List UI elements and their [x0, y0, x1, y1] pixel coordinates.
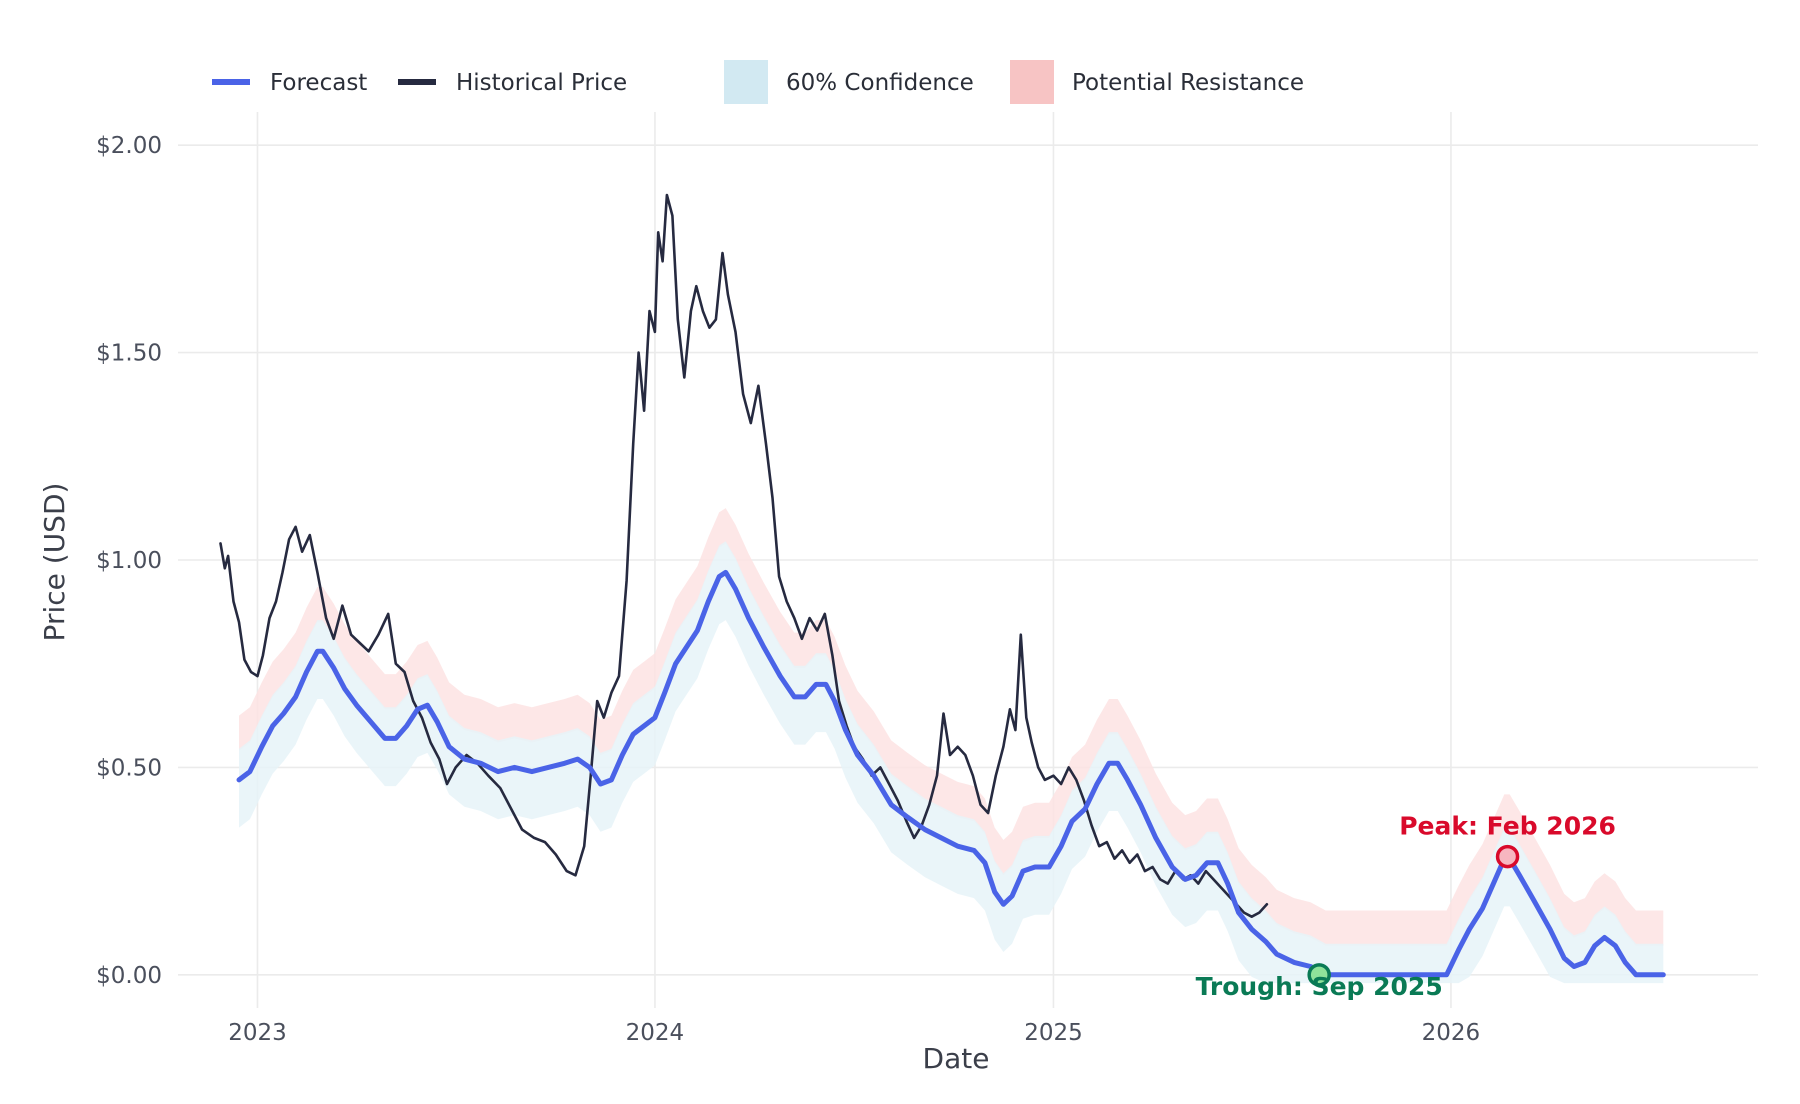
legend-label: Historical Price — [456, 70, 627, 96]
historical-line — [219, 193, 1269, 918]
y-tick-label: $0.50 — [96, 755, 162, 781]
legend: Forecast Historical Price 60% Confidence Po… — [212, 60, 1304, 104]
legend-label: 60% Confidence — [786, 70, 974, 96]
forecast-line — [236, 569, 1666, 978]
y-tick-label: $1.00 — [96, 548, 162, 574]
x-tick-label: 2024 — [626, 1020, 685, 1046]
x-tick-label: 2023 — [228, 1020, 287, 1046]
legend-label: Forecast — [270, 70, 367, 96]
y-axis-title: Price (USD) — [38, 483, 71, 642]
x-tick-label: 2025 — [1024, 1020, 1083, 1046]
bands — [239, 508, 1664, 984]
y-tick-label: $2.00 — [96, 133, 162, 159]
legend-swatch — [1010, 60, 1054, 104]
x-axis-title: Date — [923, 1042, 990, 1075]
axis-ticks: $0.00 $0.50 $1.00 $1.50 $2.00 2023 2024 2025 202… — [96, 133, 1480, 1046]
annotations: Peak: Feb 2026 Trough: Sep 2025 — [1196, 812, 1616, 1001]
trough-label: Trough: Sep 2025 — [1196, 972, 1443, 1001]
x-tick-label: 2026 — [1422, 1020, 1481, 1046]
trough-marker — [1307, 963, 1331, 987]
confidence-band — [239, 541, 1664, 984]
series — [219, 193, 1666, 978]
legend-swatch — [724, 60, 768, 104]
legend-label: Potential Resistance — [1072, 70, 1304, 96]
y-tick-label: $1.50 — [96, 341, 162, 367]
y-tick-label: $0.00 — [96, 963, 162, 989]
peak-marker — [1495, 844, 1520, 869]
peak-label: Peak: Feb 2026 — [1399, 812, 1616, 841]
potential-resistance-band — [239, 508, 1664, 946]
